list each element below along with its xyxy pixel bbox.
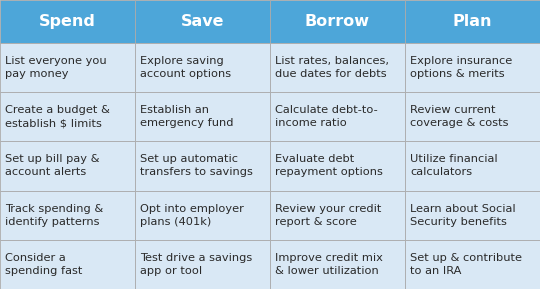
Text: Plan: Plan [453, 14, 492, 29]
Bar [135, 0, 270, 43]
Bar [405, 0, 540, 43]
Text: Set up automatic
transfers to savings: Set up automatic transfers to savings [140, 154, 253, 177]
Bar [270, 43, 405, 92]
Text: Track spending &
identify patterns: Track spending & identify patterns [5, 203, 104, 227]
Bar [405, 92, 540, 141]
Bar [0, 190, 135, 240]
Text: Borrow: Borrow [305, 14, 370, 29]
Text: List everyone you
pay money: List everyone you pay money [5, 56, 107, 79]
Text: Set up bill pay &
account alerts: Set up bill pay & account alerts [5, 154, 100, 177]
Bar [135, 92, 270, 141]
Bar [405, 43, 540, 92]
Bar [270, 240, 405, 289]
Bar [270, 190, 405, 240]
Bar [135, 141, 270, 190]
Text: Calculate debt-to-
income ratio: Calculate debt-to- income ratio [275, 105, 378, 128]
Bar [0, 0, 135, 43]
Text: Establish an
emergency fund: Establish an emergency fund [140, 105, 234, 128]
Text: Opt into employer
plans (401k): Opt into employer plans (401k) [140, 203, 244, 227]
Text: Improve credit mix
& lower utilization: Improve credit mix & lower utilization [275, 253, 383, 276]
Bar [0, 240, 135, 289]
Text: Test drive a savings
app or tool: Test drive a savings app or tool [140, 253, 253, 276]
Text: Consider a
spending fast: Consider a spending fast [5, 253, 83, 276]
Bar [0, 92, 135, 141]
Text: List rates, balances,
due dates for debts: List rates, balances, due dates for debt… [275, 56, 389, 79]
Bar [135, 190, 270, 240]
Bar [0, 141, 135, 190]
Text: Explore saving
account options: Explore saving account options [140, 56, 232, 79]
Text: Create a budget &
establish $ limits: Create a budget & establish $ limits [5, 105, 110, 128]
Text: Explore insurance
options & merits: Explore insurance options & merits [410, 56, 512, 79]
Bar [405, 240, 540, 289]
Text: Spend: Spend [39, 14, 96, 29]
Text: Review current
coverage & costs: Review current coverage & costs [410, 105, 509, 128]
Text: Save: Save [181, 14, 224, 29]
Text: Set up & contribute
to an IRA: Set up & contribute to an IRA [410, 253, 522, 276]
Text: Review your credit
report & score: Review your credit report & score [275, 203, 382, 227]
Bar [270, 0, 405, 43]
Bar [135, 240, 270, 289]
Bar [270, 92, 405, 141]
Bar [270, 141, 405, 190]
Bar [405, 190, 540, 240]
Bar [405, 141, 540, 190]
Bar [0, 43, 135, 92]
Text: Evaluate debt
repayment options: Evaluate debt repayment options [275, 154, 383, 177]
Text: Learn about Social
Security benefits: Learn about Social Security benefits [410, 203, 516, 227]
Text: Utilize financial
calculators: Utilize financial calculators [410, 154, 498, 177]
Bar [135, 43, 270, 92]
